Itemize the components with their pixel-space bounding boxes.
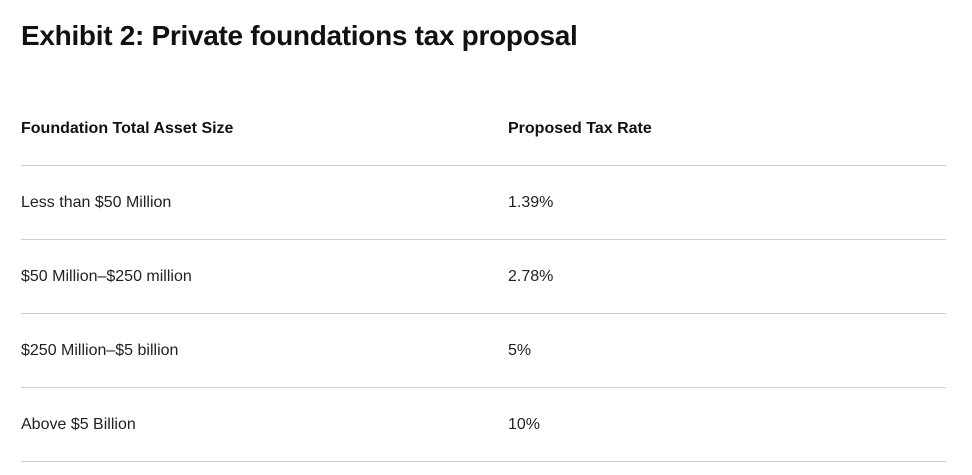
header-asset-size: Foundation Total Asset Size (21, 120, 234, 137)
table-row: $250 Million–$5 billion 5% (21, 314, 946, 388)
tax-rate-cell: 2.78% (508, 267, 554, 285)
tax-rate-cell: 10% (508, 415, 541, 433)
tax-rate-table: Foundation Total Asset Size Proposed Tax… (21, 110, 946, 462)
tax-rate-cell: 1.39% (508, 193, 554, 211)
exhibit-title: Exhibit 2: Private foundations tax propo… (21, 20, 578, 51)
table-row: $50 Million–$250 million 2.78% (21, 240, 946, 314)
asset-size-cell: $50 Million–$250 million (21, 267, 192, 285)
table-row: Above $5 Billion 10% (21, 388, 946, 462)
asset-size-cell: $250 Million–$5 billion (21, 341, 179, 359)
asset-size-cell: Above $5 Billion (21, 415, 136, 433)
asset-size-cell: Less than $50 Million (21, 193, 172, 211)
header-tax-rate: Proposed Tax Rate (508, 120, 652, 137)
tax-rate-cell: 5% (508, 341, 532, 359)
table-row: Less than $50 Million 1.39% (21, 166, 946, 240)
table-header-row: Foundation Total Asset Size Proposed Tax… (21, 110, 946, 166)
